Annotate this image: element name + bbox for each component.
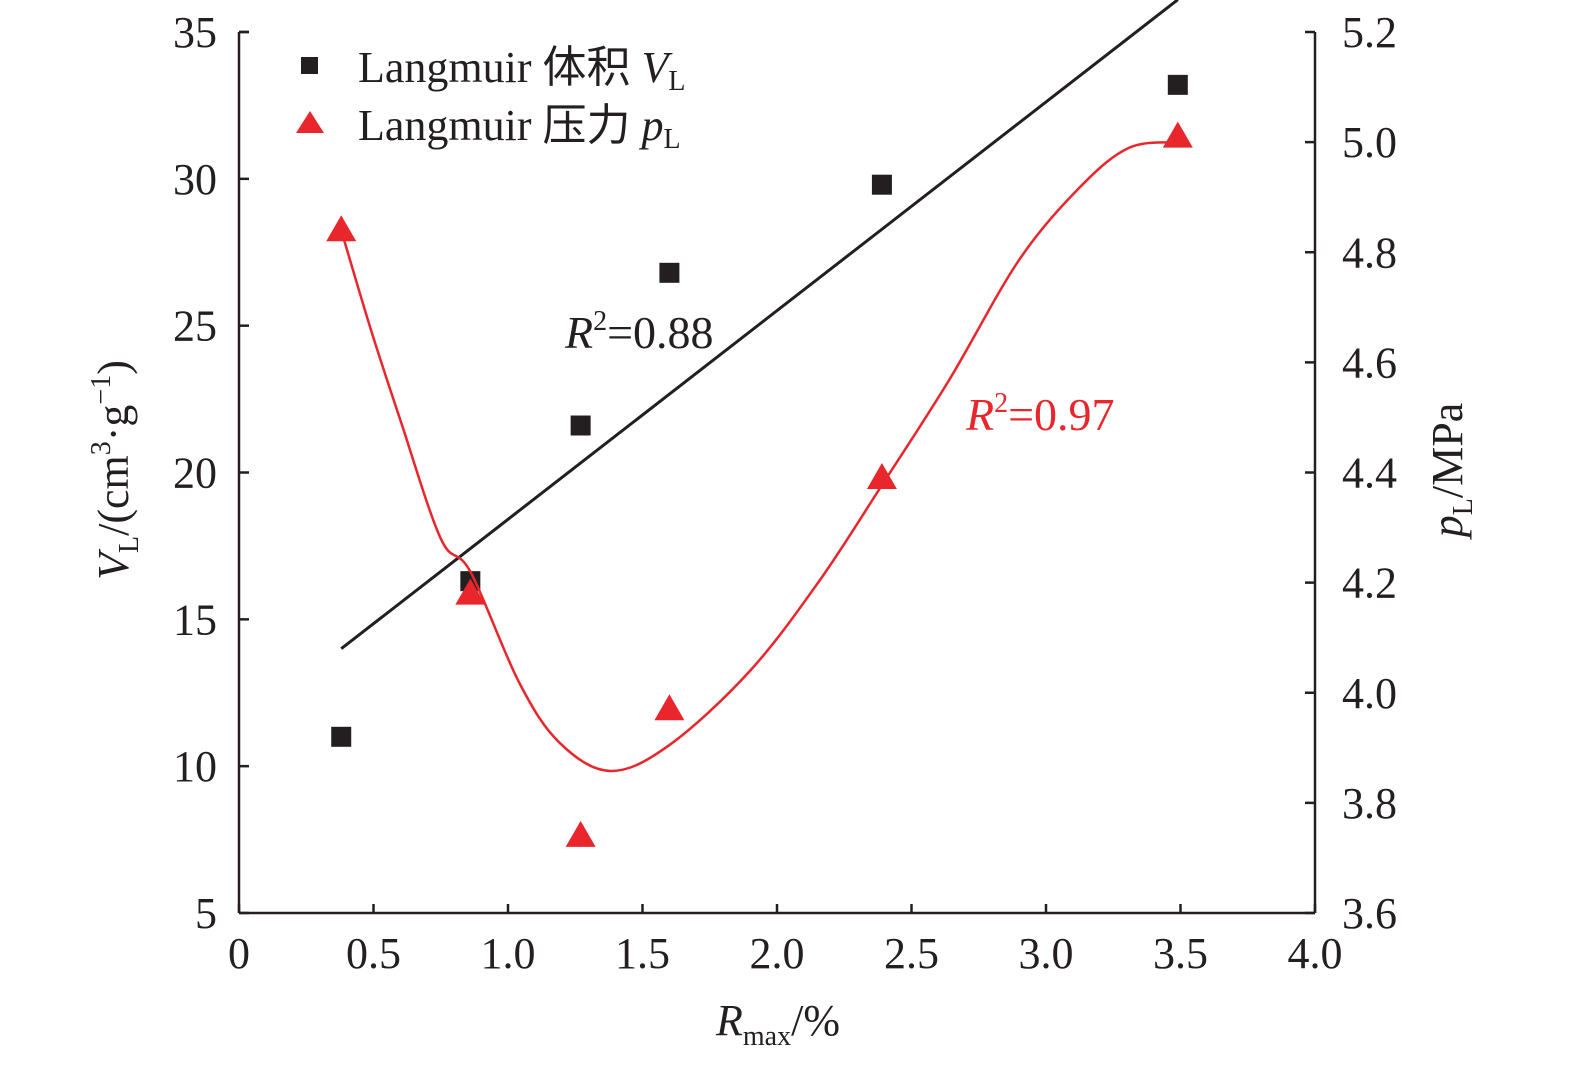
legend-label-volume: Langmuir 体积 VL: [358, 43, 686, 97]
y-right-tick-label: 4.6: [1342, 338, 1397, 387]
legend-marker-square: [301, 57, 318, 74]
x-tick-label: 3.0: [1019, 929, 1074, 978]
data-point-triangle: [866, 463, 897, 490]
x-axis-title: Rmax/%: [715, 996, 840, 1052]
x-tick-label: 1.0: [481, 929, 536, 978]
x-tick-label: 1.5: [615, 929, 670, 978]
r2-annotation-poly: R2=0.97: [965, 388, 1115, 440]
y-left-tick-label: 15: [173, 595, 217, 644]
x-tick-label: 3.5: [1153, 929, 1208, 978]
x-tick-label: 2.0: [750, 929, 805, 978]
y-right-tick-label: 3.6: [1342, 889, 1397, 938]
y-right-tick-label: 4.2: [1342, 559, 1397, 608]
data-point-triangle: [654, 694, 685, 721]
y-left-tick-label: 35: [173, 8, 217, 57]
legend: Langmuir 体积 VL Langmuir 压力 pL: [296, 43, 686, 155]
data-point-square: [570, 415, 591, 436]
data-point-triangle: [455, 578, 486, 605]
polynomial-fit-curve: [340, 140, 1178, 773]
y-left-tick-label: 5: [195, 889, 217, 938]
r2-annotation-linear: R2=0.88: [564, 306, 714, 358]
y-right-tick-label: 4.4: [1342, 449, 1397, 498]
data-point-square: [1167, 74, 1188, 95]
legend-label-pressure: Langmuir 压力 pL: [358, 101, 681, 155]
y-left-tick-label: 30: [173, 155, 217, 204]
y-right-tick-label: 3.8: [1342, 779, 1397, 828]
data-point-square: [659, 262, 680, 283]
x-tick-label: 4.0: [1288, 929, 1343, 978]
y-left-tick-label: 25: [173, 302, 217, 351]
axes: 0 0.5 1.0 1.5 2.0 2.5 3.0 3.5 4.0 5 10 15 20 25 30 35 3.…: [173, 8, 1397, 978]
y-axis-title-left: VL/(cm3·g−1): [86, 360, 145, 580]
data-point-triangle: [1162, 121, 1193, 148]
legend-marker-triangle: [296, 111, 324, 133]
y-right-tick-label: 4.0: [1342, 669, 1397, 718]
x-tick-label: 2.5: [884, 929, 939, 978]
y-left-tick-label: 20: [173, 449, 217, 498]
linear-fit-line: [340, 0, 1179, 650]
data-point-triangle: [565, 820, 596, 847]
y-right-tick-label: 4.8: [1342, 228, 1397, 277]
data-point-square: [871, 174, 892, 195]
y-right-tick-label: 5.0: [1342, 118, 1397, 167]
y-right-tick-label: 5.2: [1342, 8, 1397, 57]
data-marks: [326, 0, 1193, 847]
x-tick-label: 0.5: [346, 929, 401, 978]
y-left-tick-label: 10: [173, 742, 217, 791]
data-point-square: [331, 726, 352, 747]
x-tick-label: 0: [228, 929, 250, 978]
y-axis-title-right: pL/MPa: [1423, 403, 1479, 540]
data-point-triangle: [326, 215, 357, 242]
